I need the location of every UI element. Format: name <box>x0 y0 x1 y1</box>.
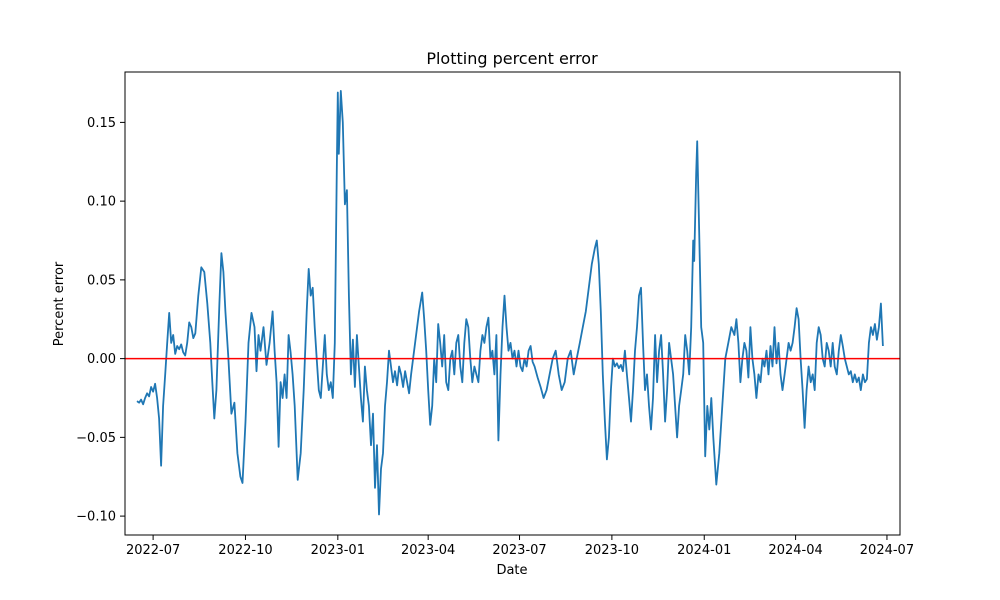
y-tick-label: 0.15 <box>87 116 116 131</box>
x-tick-label: 2024-01 <box>677 543 731 558</box>
y-tick-label: −0.05 <box>76 431 116 446</box>
x-tick-label: 2023-04 <box>401 543 455 558</box>
x-axis-label: Date <box>496 563 527 578</box>
y-tick-label: 0.00 <box>87 352 116 367</box>
x-axis: 2022-07 2022-10 2023-01 2023-04 2023-07 2023-… <box>126 535 914 558</box>
x-tick-label: 2023-07 <box>492 543 546 558</box>
chart-title: Plotting percent error <box>426 49 598 68</box>
y-axis-label: Percent error <box>52 261 67 346</box>
y-tick-label: −0.10 <box>76 510 116 525</box>
x-tick-label: 2024-04 <box>768 543 822 558</box>
x-tick-label: 2023-01 <box>311 543 365 558</box>
y-tick-label: 0.10 <box>87 195 116 210</box>
plot-frame <box>124 71 901 536</box>
plot-area <box>124 71 901 536</box>
x-tick-label: 2022-10 <box>218 543 272 558</box>
x-tick-label: 2023-10 <box>585 543 639 558</box>
y-tick-label: 0.05 <box>87 273 116 288</box>
series-line-0 <box>136 90 884 516</box>
x-tick-label: 2024-07 <box>860 543 914 558</box>
x-tick-label: 2022-07 <box>126 543 180 558</box>
y-axis: −0.10 −0.05 0.00 0.05 0.10 0.15 <box>76 116 125 525</box>
